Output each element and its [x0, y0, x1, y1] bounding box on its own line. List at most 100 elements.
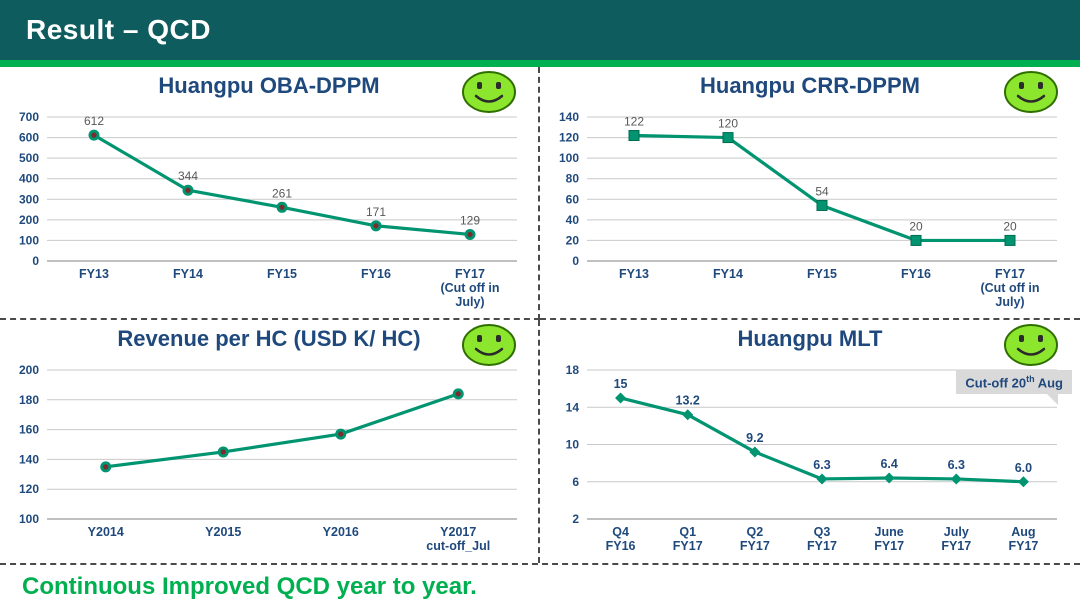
svg-text:FY17: FY17 — [807, 539, 837, 553]
svg-text:Q3: Q3 — [814, 525, 831, 539]
svg-text:FY13: FY13 — [619, 267, 649, 281]
svg-text:500: 500 — [19, 151, 39, 165]
svg-text:120: 120 — [19, 482, 39, 496]
chart-revenue-per-hc: 100 120 140 160 180 200 Y2014 Y2015 Y2016 Y2017cu… — [19, 363, 517, 553]
quadrant-revenue-per-hc: Revenue per HC (USD K/ HC) 100 120 140 160 1… — [0, 320, 540, 563]
svg-text:(Cut off in: (Cut off in — [440, 281, 499, 295]
svg-text:FY17: FY17 — [941, 539, 971, 553]
svg-text:140: 140 — [559, 110, 579, 124]
svg-text:9.2: 9.2 — [746, 431, 763, 445]
svg-text:0: 0 — [32, 254, 39, 268]
svg-text:June: June — [875, 525, 904, 539]
callout-text: Aug — [1034, 375, 1063, 391]
chart-title-crr-dppm: Huangpu CRR-DPPM — [700, 73, 920, 98]
quadrant-oba-dppm: Huangpu OBA-DPPM 0 100 200 300 400 500 600 700 6… — [0, 67, 540, 320]
svg-text:100: 100 — [19, 512, 39, 526]
svg-text:129: 129 — [460, 213, 480, 227]
svg-text:FY16: FY16 — [901, 267, 931, 281]
svg-text:July): July) — [455, 295, 484, 309]
svg-text:54: 54 — [815, 184, 829, 198]
svg-text:40: 40 — [566, 213, 580, 227]
svg-text:FY17: FY17 — [1008, 539, 1038, 553]
svg-text:FY14: FY14 — [713, 267, 743, 281]
svg-text:120: 120 — [559, 131, 579, 145]
svg-text:Q1: Q1 — [679, 525, 696, 539]
svg-text:6.3: 6.3 — [813, 458, 830, 472]
svg-text:Y2014: Y2014 — [88, 525, 124, 539]
svg-text:160: 160 — [19, 423, 39, 437]
smiley-face-icon — [460, 322, 518, 373]
chart-title-mlt: Huangpu MLT — [737, 326, 883, 351]
svg-text:6.4: 6.4 — [880, 457, 897, 471]
charts-grid: Huangpu OBA-DPPM 0 100 200 300 400 500 600 700 6… — [0, 67, 1080, 563]
svg-text:Aug: Aug — [1011, 525, 1035, 539]
svg-text:140: 140 — [19, 452, 39, 466]
svg-text:171: 171 — [366, 205, 386, 219]
svg-text:cut-off_Jul: cut-off_Jul — [426, 539, 490, 553]
svg-text:FY17: FY17 — [740, 539, 770, 553]
svg-text:20: 20 — [909, 219, 923, 233]
chart-title-oba-dppm: Huangpu OBA-DPPM — [158, 73, 380, 98]
svg-text:400: 400 — [19, 172, 39, 186]
page-title: Result – QCD — [26, 14, 211, 45]
svg-text:July: July — [944, 525, 969, 539]
quadrant-mlt: Huangpu MLT Cut-off 20th Aug 2 6 10 14 18 15 1… — [540, 320, 1080, 563]
svg-text:Y2015: Y2015 — [205, 525, 241, 539]
callout-superscript: th — [1026, 374, 1035, 384]
svg-text:300: 300 — [19, 192, 39, 206]
svg-text:15: 15 — [614, 377, 628, 391]
svg-text:Y2016: Y2016 — [323, 525, 359, 539]
svg-text:100: 100 — [559, 151, 579, 165]
svg-text:20: 20 — [1003, 219, 1017, 233]
smiley-face-icon — [1002, 69, 1060, 120]
svg-text:120: 120 — [718, 117, 738, 131]
svg-text:6.0: 6.0 — [1015, 461, 1032, 475]
svg-text:Y2017: Y2017 — [440, 525, 476, 539]
svg-text:FY17: FY17 — [995, 267, 1025, 281]
cutoff-callout: Cut-off 20th Aug — [956, 370, 1072, 406]
svg-text:(Cut off in: (Cut off in — [980, 281, 1039, 295]
smiley-face-icon — [1002, 322, 1060, 373]
svg-text:60: 60 — [566, 192, 580, 206]
chart-crr-dppm: 0 20 40 60 80 100 120 140 122 120 54 20 20 FY13 FY14 FY… — [559, 110, 1057, 309]
callout-text: Cut-off 20 — [965, 375, 1027, 391]
svg-text:0: 0 — [572, 254, 579, 268]
svg-text:Q4: Q4 — [612, 525, 629, 539]
svg-text:July): July) — [995, 295, 1024, 309]
chart-oba-dppm: 0 100 200 300 400 500 600 700 612 344 261 171 129 FY1… — [19, 110, 517, 309]
svg-text:FY13: FY13 — [79, 267, 109, 281]
svg-text:FY17: FY17 — [874, 539, 904, 553]
slide-header: Result – QCD — [0, 0, 1080, 60]
svg-text:FY15: FY15 — [267, 267, 297, 281]
svg-text:FY17: FY17 — [673, 539, 703, 553]
footer-note: Continuous Improved QCD year to year. — [22, 572, 477, 600]
svg-text:14: 14 — [566, 400, 580, 414]
svg-text:10: 10 — [566, 438, 580, 452]
svg-text:80: 80 — [566, 172, 580, 186]
svg-text:261: 261 — [272, 186, 292, 200]
header-accent-bar — [0, 60, 1080, 67]
svg-text:600: 600 — [19, 131, 39, 145]
svg-text:180: 180 — [19, 393, 39, 407]
smiley-face-icon — [460, 69, 518, 120]
svg-text:FY16: FY16 — [361, 267, 391, 281]
svg-text:20: 20 — [566, 233, 580, 247]
chart-title-revenue-per-hc: Revenue per HC (USD K/ HC) — [117, 326, 421, 351]
svg-text:122: 122 — [624, 115, 644, 129]
svg-text:700: 700 — [19, 110, 39, 124]
svg-text:FY17: FY17 — [455, 267, 485, 281]
svg-text:FY16: FY16 — [606, 539, 636, 553]
footer: Continuous Improved QCD year to year. — [0, 563, 1080, 608]
svg-text:2: 2 — [572, 512, 579, 526]
svg-text:FY14: FY14 — [173, 267, 203, 281]
svg-text:Q2: Q2 — [747, 525, 764, 539]
quadrant-crr-dppm: Huangpu CRR-DPPM 0 20 40 60 80 100 120 140 122 12… — [540, 67, 1080, 320]
svg-text:6: 6 — [572, 475, 579, 489]
svg-text:FY15: FY15 — [807, 267, 837, 281]
svg-text:100: 100 — [19, 233, 39, 247]
svg-text:6.3: 6.3 — [948, 458, 965, 472]
svg-text:18: 18 — [566, 363, 580, 377]
svg-text:200: 200 — [19, 363, 39, 377]
svg-text:612: 612 — [84, 114, 104, 128]
